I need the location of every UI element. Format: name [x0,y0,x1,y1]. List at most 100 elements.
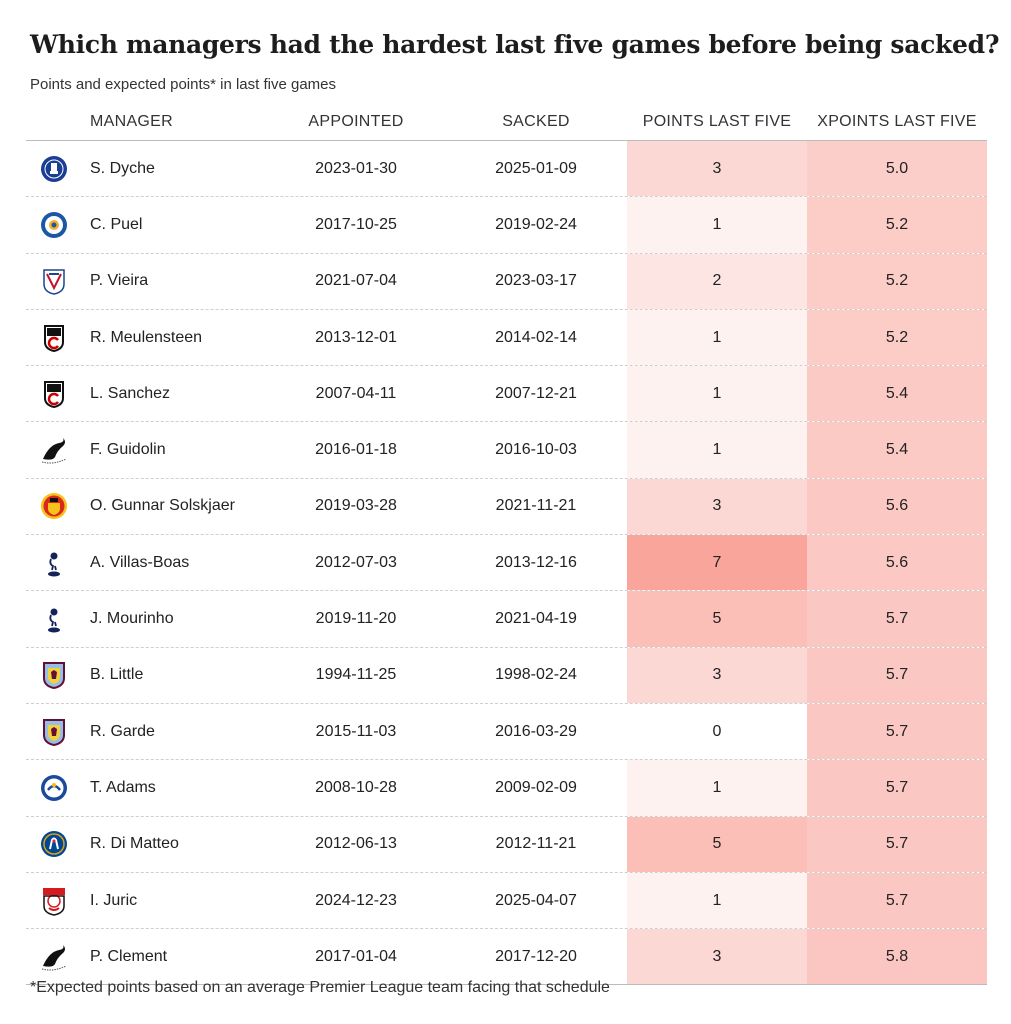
sacked-date: 2017-12-20 [495,947,577,965]
table-row: F. Guidolin 2016-01-18 2016-10-03 1 5.4 [26,422,987,479]
appointed-date: 2008-10-28 [315,778,397,796]
table-row: S. Dyche 2023-01-30 2025-01-09 3 5.0 [26,141,987,198]
appointed-date: 2015-11-03 [315,722,397,740]
manager-name: P. Vieira [90,272,149,290]
points-last-five: 1 [627,760,807,816]
table-row: L. Sanchez 2007-04-11 2007-12-21 1 5.4 [26,366,987,423]
points-last-five: 3 [627,929,807,985]
header-manager: MANAGER [90,113,173,130]
xpoints-last-five: 5.7 [807,816,987,872]
table-header: MANAGER APPOINTED SACKED POINTS LAST FIV… [26,105,987,141]
sacked-date: 2016-10-03 [495,441,577,459]
crystal-palace-crest-icon [34,254,74,309]
manager-name: A. Villas-Boas [90,553,190,571]
table-body: S. Dyche 2023-01-30 2025-01-09 3 5.0 C. Puel 2… [26,141,987,986]
table-row: P. Vieira 2021-07-04 2023-03-17 2 5.2 [26,253,987,310]
appointed-date: 2013-12-01 [315,328,397,346]
managers-table: MANAGER APPOINTED SACKED POINTS LAST FIV… [26,105,987,986]
southampton-crest-icon [34,873,74,928]
table-row: J. Mourinho 2019-11-20 2021-04-19 5 5.7 [26,591,987,648]
table-row: R. Garde 2015-11-03 2016-03-29 0 5.7 [26,703,987,761]
sacked-date: 2025-01-09 [495,159,577,177]
xpoints-last-five: 5.2 [807,253,987,309]
appointed-date: 2024-12-23 [315,891,397,909]
xpoints-last-five: 5.7 [807,760,987,816]
points-last-five: 3 [627,647,807,703]
table-row: O. Gunnar Solskjaer 2019-03-28 2021-11-21 3… [26,478,987,536]
sacked-date: 2013-12-16 [495,553,577,571]
manager-name: R. Meulensteen [90,328,203,346]
points-last-five: 1 [627,422,807,478]
header-xpoints-last-five: XPOINTS LAST FIVE [817,113,977,130]
manager-name: T. Adams [90,778,156,796]
sacked-date: 2014-02-14 [495,328,577,346]
header-sacked: SACKED [502,113,570,130]
points-last-five: 3 [627,141,807,197]
manager-name: P. Clement [90,947,168,965]
points-last-five: 3 [627,478,807,535]
manager-name: C. Puel [90,215,143,233]
manager-name: S. Dyche [90,159,155,177]
xpoints-last-five: 5.4 [807,366,987,422]
portsmouth-crest-icon [34,760,74,815]
sacked-date: 2025-04-07 [495,891,577,909]
sacked-date: 2023-03-17 [495,272,577,290]
points-last-five: 5 [627,591,807,647]
table-row: C. Puel 2017-10-25 2019-02-24 1 5.2 [26,197,987,254]
appointed-date: 2019-03-28 [315,497,397,515]
aston-villa-crest-icon [34,704,74,759]
xpoints-last-five: 5.6 [807,535,987,591]
appointed-date: 2021-07-04 [315,272,397,290]
points-last-five: 1 [627,366,807,422]
chelsea-crest-icon [34,817,74,872]
appointed-date: 2016-01-18 [315,441,397,459]
chart-subtitle: Points and expected points* in last five… [30,76,337,93]
appointed-date: 2012-06-13 [315,835,397,853]
fulham-crest-icon [34,310,74,365]
points-last-five: 5 [627,816,807,872]
manager-name: B. Little [90,666,144,684]
man-utd-crest-icon [34,479,74,534]
sacked-date: 2016-03-29 [495,722,577,740]
manager-name: I. Juric [90,891,138,909]
swansea-crest-icon [34,422,74,477]
appointed-date: 2019-11-20 [315,610,397,628]
points-last-five: 0 [627,703,807,760]
manager-name: F. Guidolin [90,441,166,459]
tottenham-crest-icon [34,535,74,590]
xpoints-last-five: 5.2 [807,197,987,253]
table-row: I. Juric 2024-12-23 2025-04-07 1 5.7 [26,872,987,930]
xpoints-last-five: 5.7 [807,647,987,703]
swansea-crest-icon [34,929,74,984]
manager-name: J. Mourinho [90,610,174,628]
footnote: *Expected points based on an average Pre… [30,979,610,996]
table-row: R. Di Matteo 2012-06-13 2012-11-21 5 5.7 [26,816,987,873]
header-points-last-five: POINTS LAST FIVE [642,113,792,130]
xpoints-last-five: 5.4 [807,422,987,478]
manager-name: R. Garde [90,722,155,740]
xpoints-last-five: 5.2 [807,309,987,366]
appointed-date: 2023-01-30 [315,159,397,177]
table-row: T. Adams 2008-10-28 2009-02-09 1 5.7 [26,760,987,817]
tottenham-crest-icon [34,591,74,646]
table-row: B. Little 1994-11-25 1998-02-24 3 5.7 [26,647,987,704]
appointed-date: 2012-07-03 [315,553,397,571]
points-last-five: 1 [627,309,807,366]
xpoints-last-five: 5.8 [807,929,987,985]
table-row: P. Clement 2017-01-04 2017-12-20 3 5.8 [26,929,987,986]
appointed-date: 1994-11-25 [315,666,397,684]
points-last-five: 1 [627,872,807,929]
sacked-date: 2021-11-21 [495,497,577,515]
xpoints-last-five: 5.7 [807,591,987,647]
everton-crest-icon [34,141,74,196]
leicester-crest-icon [34,197,74,252]
aston-villa-crest-icon [34,648,74,703]
points-last-five: 7 [627,535,807,591]
appointed-date: 2017-01-04 [315,947,397,965]
sacked-date: 2021-04-19 [495,610,577,628]
points-last-five: 2 [627,253,807,309]
xpoints-last-five: 5.7 [807,872,987,929]
fulham-crest-icon [34,366,74,421]
manager-name: L. Sanchez [90,384,171,402]
chart-title: Which managers had the hardest last five… [30,30,1000,59]
